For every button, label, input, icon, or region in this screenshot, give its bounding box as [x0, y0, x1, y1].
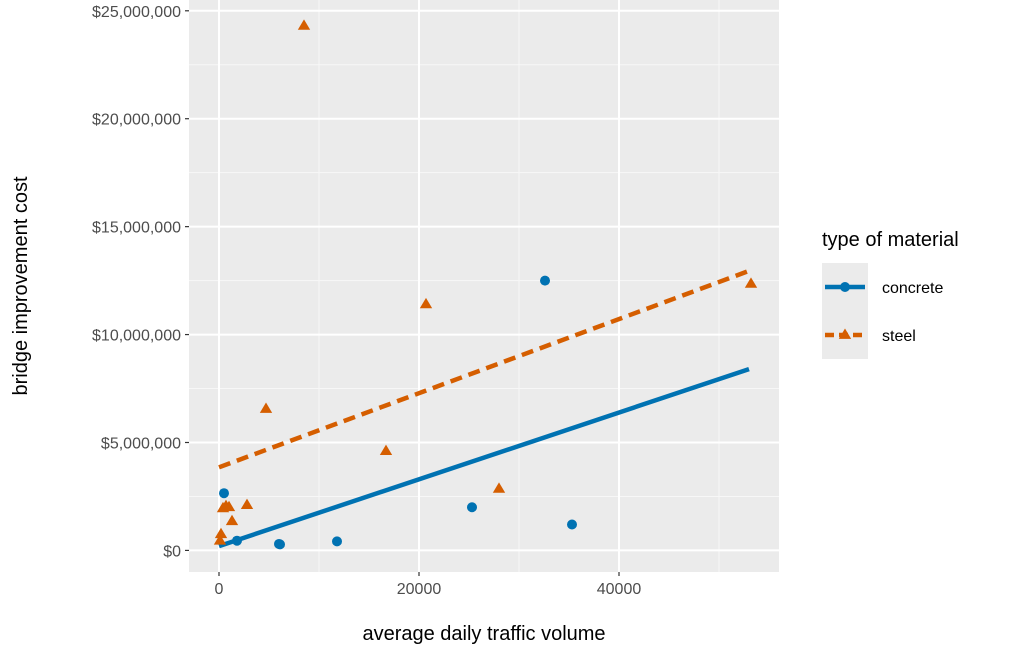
legend-keys — [822, 263, 868, 359]
legend-label-concrete: concrete — [882, 280, 943, 297]
concrete-fit-line — [218, 366, 750, 549]
x-tick-label: 40000 — [597, 581, 642, 598]
concrete-point — [232, 535, 242, 546]
steel-point — [213, 534, 227, 545]
concrete-point — [275, 539, 285, 550]
steel-point — [225, 514, 239, 526]
concrete-point — [540, 275, 550, 286]
steel-point — [222, 500, 236, 512]
x-axis-title: average daily traffic volume — [362, 623, 605, 645]
y-axis: $0 $5,000,000 $10,000,000 $15,000,000 $20,00… — [92, 4, 189, 560]
data-points — [213, 19, 758, 550]
y-axis-title: bridge improvement cost — [10, 176, 32, 395]
y-tick-label: $0 — [163, 543, 181, 560]
y-tick-label: $20,000,000 — [92, 112, 181, 129]
legend-title: type of material — [822, 229, 959, 251]
panel-background — [189, 0, 779, 572]
steel-point — [419, 297, 433, 309]
minor-gridlines — [189, 0, 779, 572]
y-tick-label: $5,000,000 — [101, 435, 181, 452]
steel-point — [214, 527, 228, 539]
steel-point — [240, 498, 254, 509]
concrete-point — [567, 519, 577, 530]
legend-key-marker-steel — [838, 328, 852, 339]
concrete-point — [332, 536, 342, 547]
x-axis: 0 20000 40000 — [215, 572, 642, 598]
steel-point — [379, 444, 393, 456]
steel-point — [259, 402, 273, 413]
legend-key-marker-concrete — [840, 282, 850, 292]
y-tick-label: $25,000,000 — [92, 4, 181, 21]
y-tick-label: $15,000,000 — [92, 220, 181, 237]
legend: type of material concrete steel — [822, 229, 959, 359]
steel-point — [744, 277, 758, 288]
regression-lines — [218, 268, 750, 549]
major-gridlines — [189, 0, 779, 572]
steel-point — [492, 482, 506, 493]
legend-label-steel: steel — [882, 328, 916, 345]
x-tick-label: 20000 — [397, 581, 442, 598]
steel-point — [297, 19, 311, 30]
concrete-point — [219, 488, 229, 499]
y-tick-label: $10,000,000 — [92, 328, 181, 345]
x-tick-label: 0 — [215, 581, 224, 598]
concrete-point — [467, 502, 477, 513]
